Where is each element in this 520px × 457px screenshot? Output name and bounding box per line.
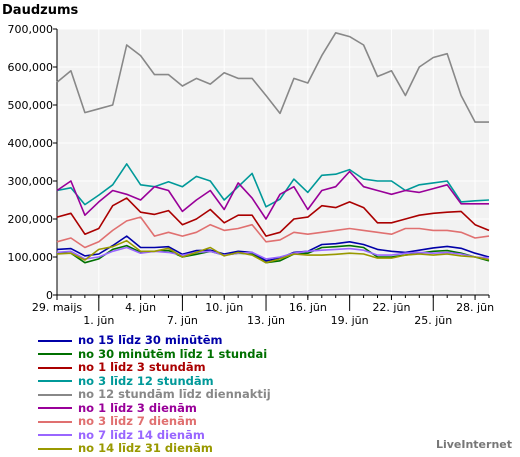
y-tick-label: 200,000 [8,213,54,226]
legend-item: no 30 minūtēm līdz 1 stundai [38,346,271,362]
series-layer [56,31,490,264]
series-line-3 [56,197,490,237]
x-tick-label: 7. jūn [167,314,198,327]
axes-layer [56,29,489,296]
x-tick-label: 10. jūn [205,301,243,314]
legend-swatch [38,434,72,437]
legend-item: no 12 stundām līdz diennaktij [38,388,271,402]
legend-label: no 12 stundām līdz diennaktij [78,387,271,402]
legend-item: no 3 līdz 7 dienām [38,415,271,429]
legend-item: no 1 līdz 3 stundām [38,361,271,375]
legend-label: no 7 līdz 14 dienām [78,427,205,442]
legend-swatch [38,366,72,369]
series-line-1 [56,235,490,262]
liveinternet-credit: LiveInternet [435,438,512,451]
legend-item: no 1 līdz 3 dienām [38,400,271,416]
legend-item: no 14 līdz 31 dienām [38,442,271,456]
legend-label: no 3 līdz 12 stundām [78,373,214,388]
series-line-7 [56,216,490,249]
chart-legend: no 15 līdz 30 minūtēm no 30 minūtēm līdz … [38,334,271,456]
series-line-4 [56,163,490,208]
legend-label: no 3 līdz 7 dienām [78,414,197,429]
y-tick-label: 700,000 [8,23,54,36]
legend-item: no 3 līdz 12 stundām [38,373,271,389]
legend-label: no 15 līdz 30 minūtēm [78,333,223,348]
x-tick-label: 25. jūn [414,314,452,327]
legend-swatch [38,353,72,356]
x-tick-label: 28. jūn [456,301,494,314]
x-tick-label: 4. jūn [125,301,156,314]
tick-layer: 0 100,000 200,000 300,000 400,000 500,000 600,… [8,23,495,327]
legend-item: no 15 līdz 30 minūtēm [38,334,271,348]
y-tick-label: 600,000 [8,61,54,74]
legend-swatch [38,407,72,410]
x-tick-label: 22. jūn [372,301,410,314]
y-tick-label: 0 [46,289,53,302]
legend-swatch [38,447,72,450]
x-tick-label: 19. jūn [331,314,369,327]
legend-label: no 30 minūtēm līdz 1 stundai [78,346,268,361]
y-tick-label: 300,000 [8,175,54,188]
series-line-5 [56,31,489,123]
series-line-9 [56,239,490,264]
series-line-6 [56,170,489,220]
y-tick-label: 400,000 [8,137,54,150]
legend-swatch [38,380,72,383]
y-tick-label: 100,000 [8,251,54,264]
chart-title: Daudzums [2,3,78,18]
legend-swatch [38,339,72,342]
x-tick-label: 1. jūn [83,314,114,327]
legend-item: no 7 līdz 14 dienām [38,427,271,443]
legend-label: no 14 līdz 31 dienām [78,441,213,456]
x-tick-label: 13. jūn [247,314,285,327]
x-tick-label: 16. jūn [289,301,327,314]
legend-swatch [38,420,72,423]
y-tick-label: 500,000 [8,99,54,112]
legend-swatch [38,393,72,396]
legend-label: no 1 līdz 3 dienām [78,400,197,415]
x-tick-label: 29. maijs [32,301,83,314]
series-line-8 [56,246,490,260]
legend-label: no 1 līdz 3 stundām [78,360,206,375]
